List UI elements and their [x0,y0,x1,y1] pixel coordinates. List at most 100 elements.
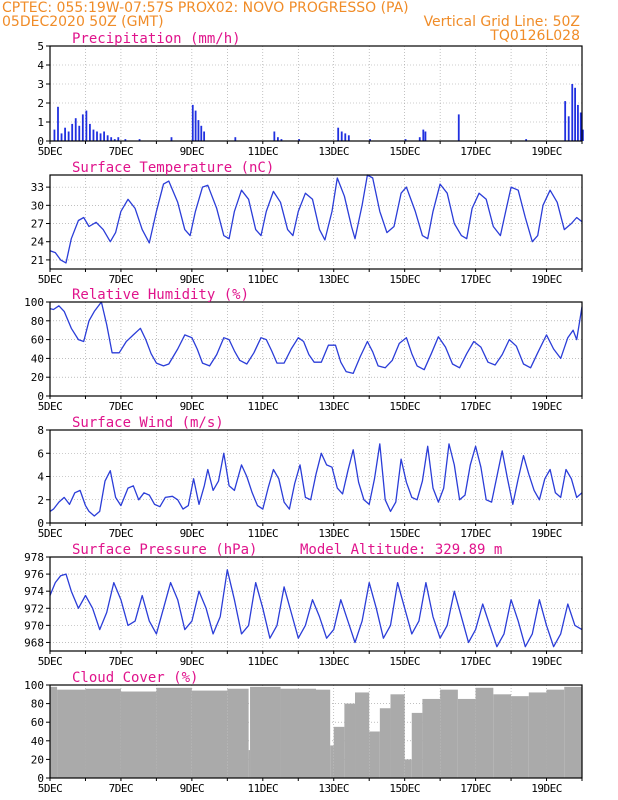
cloud-bar [422,698,441,778]
precip-bar [577,104,579,141]
precip-bar [71,123,74,141]
temp-ytick-label: 24 [31,236,45,249]
wind-ytick-label: 0 [37,517,44,530]
temp-frame [49,174,583,270]
precip-bar [124,139,127,141]
precip-bar [525,139,528,141]
wind-xtick-label: 15DEC [389,527,420,540]
precip-ytick-label: 2 [37,97,44,110]
rh-xtick-label: 17DEC [460,400,491,413]
temp-line [49,174,583,264]
cloud-bar [250,686,281,778]
precip-bar [92,129,95,141]
rh-xtick-label: 13DEC [318,400,349,413]
pressure-ytick-label: 970 [24,619,44,632]
cloud-bar [564,686,582,778]
precip-xtick-label: 15DEC [389,145,420,158]
precip-bar [138,139,141,141]
precip-bar [103,131,105,141]
precip-bar [418,137,421,141]
wind-ytick-label: 4 [37,471,44,484]
precip-bar [85,110,88,141]
precip-bar [564,101,567,141]
precip-bar [170,137,173,141]
precip-bar [203,131,206,141]
precip-bar [110,137,113,141]
pressure-xtick-label: 15DEC [389,655,420,668]
precip-bar [200,125,203,141]
rh-xtick-label: 15DEC [389,400,420,413]
cloud-xtick-label: 13DEC [318,782,349,795]
cloud-bar [528,692,547,778]
cloud-xtick-label: 15DEC [389,782,420,795]
cloud-xtick-label: 17DEC [460,782,491,795]
precip-bar [53,129,56,141]
precip-ytick-label: 3 [37,78,44,91]
temp-xtick-label: 15DEC [389,273,420,286]
precip-bar [579,112,582,141]
precip-xtick-label: 5DEC [38,145,63,158]
cloud-bar [330,745,334,778]
wind-ytick-label: 2 [37,494,44,507]
precip-bar [344,133,347,141]
precip-bar [340,131,343,141]
precip-bar [424,131,427,141]
cloud-bar [369,731,380,778]
precip-bar [81,114,84,141]
cloud-bar [156,687,192,778]
rh-xtick-label: 9DEC [180,400,205,413]
temp-ytick-label: 21 [31,254,44,267]
wind-xtick-label: 5DEC [38,527,63,540]
pressure-xtick-label: 13DEC [318,655,349,668]
cloud-bar [280,688,316,778]
rh-xtick-label: 19DEC [531,400,562,413]
temp-ytick-label: 30 [31,199,44,212]
precip-bar [197,120,200,141]
cloud-bar [50,686,58,778]
cloud-bar [333,726,345,778]
header-grid: Vertical Grid Line: 50Z [423,14,580,30]
rh-xtick-label: 5DEC [38,400,63,413]
precip-bar [96,131,98,141]
rh-frame [49,301,583,397]
cloud-ytick-label: 40 [31,735,44,748]
cloud-bar [457,698,476,778]
wind-ytick-label: 6 [37,447,44,460]
cloud-bar [355,692,370,778]
cloud-bar [227,688,249,778]
cloud-bar [404,759,412,778]
temp-xtick-label: 19DEC [531,273,562,286]
cloud-frame [49,684,583,779]
precip-bar [337,127,340,141]
pressure-ytick-label: 976 [24,568,44,581]
precip-bar [280,139,283,141]
cloud-ytick-label: 60 [31,716,44,729]
cloud-bar [379,708,391,778]
pressure-ytick-label: 972 [24,602,44,615]
precip-bar [457,114,460,141]
precip-bar [422,129,425,141]
temp-ytick-label: 27 [31,218,44,231]
cloud-bar [411,712,423,778]
temp-xtick-label: 9DEC [180,273,205,286]
rh-ytick-label: 80 [31,315,44,328]
temp-ytick-label: 33 [31,181,44,194]
rh-ytick-label: 0 [37,390,44,403]
cloud-bar [390,694,405,778]
cloud-xtick-label: 19DEC [531,782,562,795]
wind-xtick-label: 19DEC [531,527,562,540]
pressure-ytick-label: 968 [24,636,44,649]
precip-title: Precipitation (mm/h) [72,31,241,47]
precip-bar [582,129,584,141]
cloud-bar [475,687,494,778]
cloud-ytick-label: 0 [37,772,44,785]
precip-bar [106,135,109,141]
precip-frame [49,45,583,142]
rh-xtick-label: 11DEC [247,400,278,413]
wind-xtick-label: 7DEC [109,527,134,540]
cloud-ytick-label: 80 [31,698,44,711]
cloud-bar [191,690,228,778]
pressure-xtick-label: 11DEC [247,655,278,668]
wind-xtick-label: 13DEC [318,527,349,540]
precip-xtick-label: 19DEC [531,145,562,158]
